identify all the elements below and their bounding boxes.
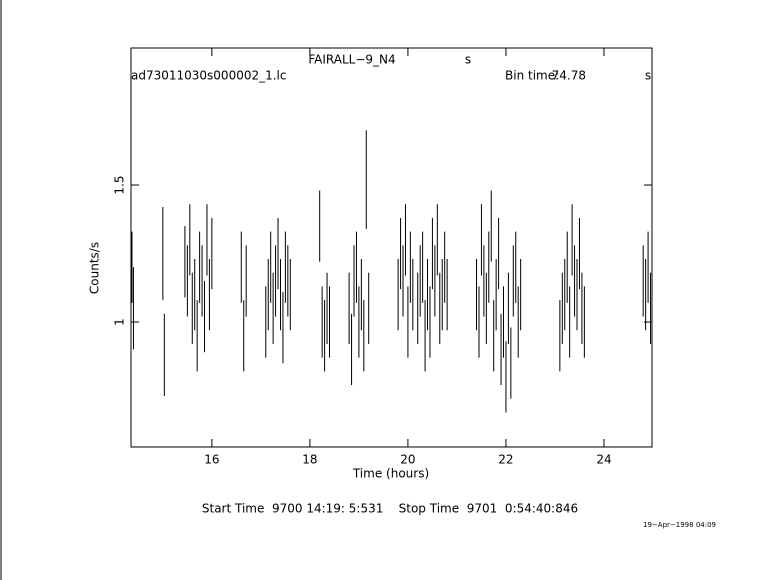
bin-label: Bin time: (505, 69, 559, 83)
chart-title: FAIRALL−9_N4 (308, 53, 395, 67)
plot-frame (130, 47, 653, 448)
x-axis-label: Time (hours) (352, 467, 429, 481)
title-suffix: s (465, 53, 471, 67)
file-label: ad73011030s000002_1.lc (131, 69, 287, 83)
bin-unit: s (645, 69, 651, 83)
y-axis-label: Counts/s (88, 242, 102, 294)
footer: Start Time 9700 14:19: 5:531 Stop Time 9… (202, 502, 578, 516)
x-tick-label: 18 (302, 453, 317, 467)
x-tick-label: 22 (498, 453, 513, 467)
bin-value: 74.78 (552, 69, 586, 83)
x-tick-label: 24 (596, 453, 611, 467)
y-tick-label: 1 (113, 318, 127, 326)
y-tick-label: 1.5 (113, 175, 127, 194)
x-tick-label: 16 (204, 453, 219, 467)
x-tick-label: 20 (400, 453, 415, 467)
timestamp: 19−Apr−1998 04:09 (643, 521, 716, 529)
